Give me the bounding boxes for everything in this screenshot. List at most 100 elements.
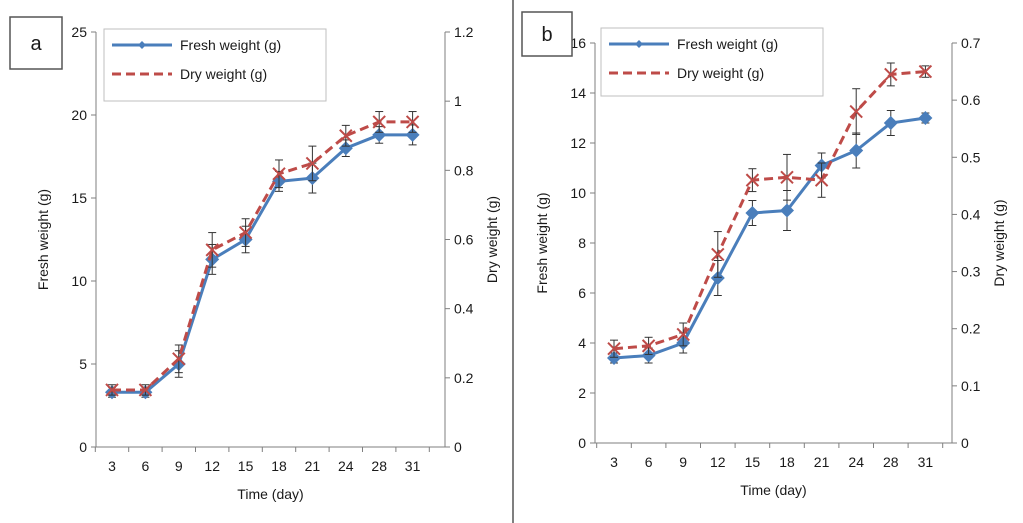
data-point-dry-weight [105, 383, 119, 397]
left-tick-label: 6 [578, 285, 586, 301]
left-tick-label: 12 [570, 135, 586, 151]
x-tick-label: 3 [610, 454, 618, 470]
series-dry-weight [607, 62, 933, 358]
x-tick-label: 31 [918, 454, 934, 470]
left-tick-label: 8 [578, 235, 586, 251]
x-tick-label: 15 [745, 454, 761, 470]
legend-box [600, 27, 824, 97]
x-tick-label: 21 [814, 454, 830, 470]
left-tick-label: 25 [71, 24, 87, 40]
left-tick-label: 4 [578, 335, 586, 351]
right-tick-label: 0.4 [961, 206, 981, 222]
left-tick-label: 2 [578, 385, 586, 401]
series-line [112, 120, 413, 392]
chart-a-svg: 0 5 10 15 20 25 0 0.2 0.4 0.6 0.8 1 1.2 3 6 9 12 15 18 21 24… [9, 16, 500, 502]
right-tick-label: 0 [454, 439, 462, 455]
data-point-dry-weight [372, 115, 386, 129]
series-fresh-weight [607, 110, 933, 365]
x-tick-label: 6 [645, 454, 653, 470]
x-tick-label: 9 [679, 454, 687, 470]
x-tick-label: 12 [204, 458, 220, 474]
data-point-dry-weight [138, 383, 153, 397]
data-point-dry-weight [918, 64, 933, 79]
series-dry-weight [105, 111, 420, 397]
panel-label-box [521, 11, 573, 57]
x-tick-label: 12 [710, 454, 726, 470]
data-point-fresh-weight [405, 127, 420, 142]
series-fresh-weight [105, 124, 420, 400]
data-point-dry-weight [405, 115, 420, 129]
data-point-fresh-weight [641, 348, 656, 363]
legend-box [103, 28, 327, 102]
right-tick-label: 0.6 [454, 232, 474, 248]
right-tick-label: 0.5 [961, 149, 981, 165]
data-point-dry-weight [814, 173, 829, 187]
right-tick-label: 0.8 [454, 162, 474, 178]
right-y-axis-title: Dry weight (g) [484, 196, 500, 283]
x-tick-label: 24 [848, 454, 864, 470]
legend-marker [138, 41, 146, 49]
data-point-fresh-weight [745, 206, 760, 220]
legend-label: Dry weight (g) [677, 65, 764, 81]
x-axis-title: Time (day) [237, 486, 303, 502]
data-point-dry-weight [607, 342, 621, 356]
panel-label: b [541, 24, 552, 46]
series-line [613, 70, 926, 351]
data-point-fresh-weight [918, 111, 933, 125]
x-tick-label: 6 [142, 458, 150, 474]
right-tick-label: 1.2 [454, 24, 474, 40]
data-point-fresh-weight [780, 203, 794, 218]
data-point-fresh-weight [710, 271, 725, 285]
left-y-axis-title: Fresh weight (g) [35, 189, 51, 290]
left-y-axis-title: Fresh weight (g) [534, 192, 550, 293]
right-tick-label: 0.6 [961, 92, 981, 108]
x-tick-label: 21 [305, 458, 321, 474]
data-point-dry-weight [676, 327, 690, 342]
x-tick-label: 3 [108, 458, 116, 474]
legend-label: Fresh weight (g) [180, 37, 281, 53]
left-tick-label: 15 [71, 190, 87, 206]
series-line [112, 133, 413, 394]
data-point-dry-weight [780, 170, 794, 184]
legend-label: Fresh weight (g) [677, 36, 778, 52]
data-point-fresh-weight [607, 351, 621, 365]
x-tick-label: 31 [405, 458, 421, 474]
data-point-dry-weight [238, 225, 253, 240]
left-tick-label: 10 [71, 273, 87, 289]
data-point-fresh-weight [883, 116, 898, 130]
data-point-dry-weight [849, 104, 863, 119]
data-point-dry-weight [305, 156, 320, 171]
left-tick-label: 20 [71, 107, 87, 123]
legend-marker [635, 40, 643, 48]
x-tick-label: 18 [779, 454, 795, 470]
data-point-dry-weight [745, 173, 760, 187]
right-y-axis-title: Dry weight (g) [991, 199, 1007, 286]
left-tick-label: 0 [578, 435, 586, 451]
data-point-dry-weight [205, 243, 219, 257]
data-point-dry-weight [641, 339, 656, 353]
data-point-dry-weight [172, 352, 186, 366]
right-tick-label: 0.3 [961, 264, 981, 280]
data-point-dry-weight [711, 247, 725, 262]
left-tick-label: 14 [570, 85, 586, 101]
right-tick-label: 0 [961, 435, 969, 451]
chart-panel-a: 0 5 10 15 20 25 0 0.2 0.4 0.6 0.8 1 1.2 3 6 9 12 15 18 21 24… [9, 0, 514, 523]
left-tick-label: 10 [570, 185, 586, 201]
right-tick-label: 1 [454, 93, 462, 109]
right-tick-label: 0.2 [454, 370, 474, 386]
data-point-dry-weight [884, 67, 898, 82]
legend: Fresh weight (g) Dry weight (g) [600, 27, 824, 97]
right-tick-label: 0.7 [961, 35, 981, 51]
data-point-dry-weight [272, 167, 286, 181]
x-tick-label: 9 [175, 458, 183, 474]
legend: Fresh weight (g) Dry weight (g) [103, 28, 327, 102]
x-tick-label: 28 [371, 458, 387, 474]
x-tick-label: 24 [338, 458, 354, 474]
panel-label-box [9, 16, 63, 70]
right-tick-label: 0.1 [961, 378, 981, 394]
x-tick-label: 28 [883, 454, 899, 470]
series-line [613, 116, 926, 360]
data-point-fresh-weight [849, 143, 864, 158]
